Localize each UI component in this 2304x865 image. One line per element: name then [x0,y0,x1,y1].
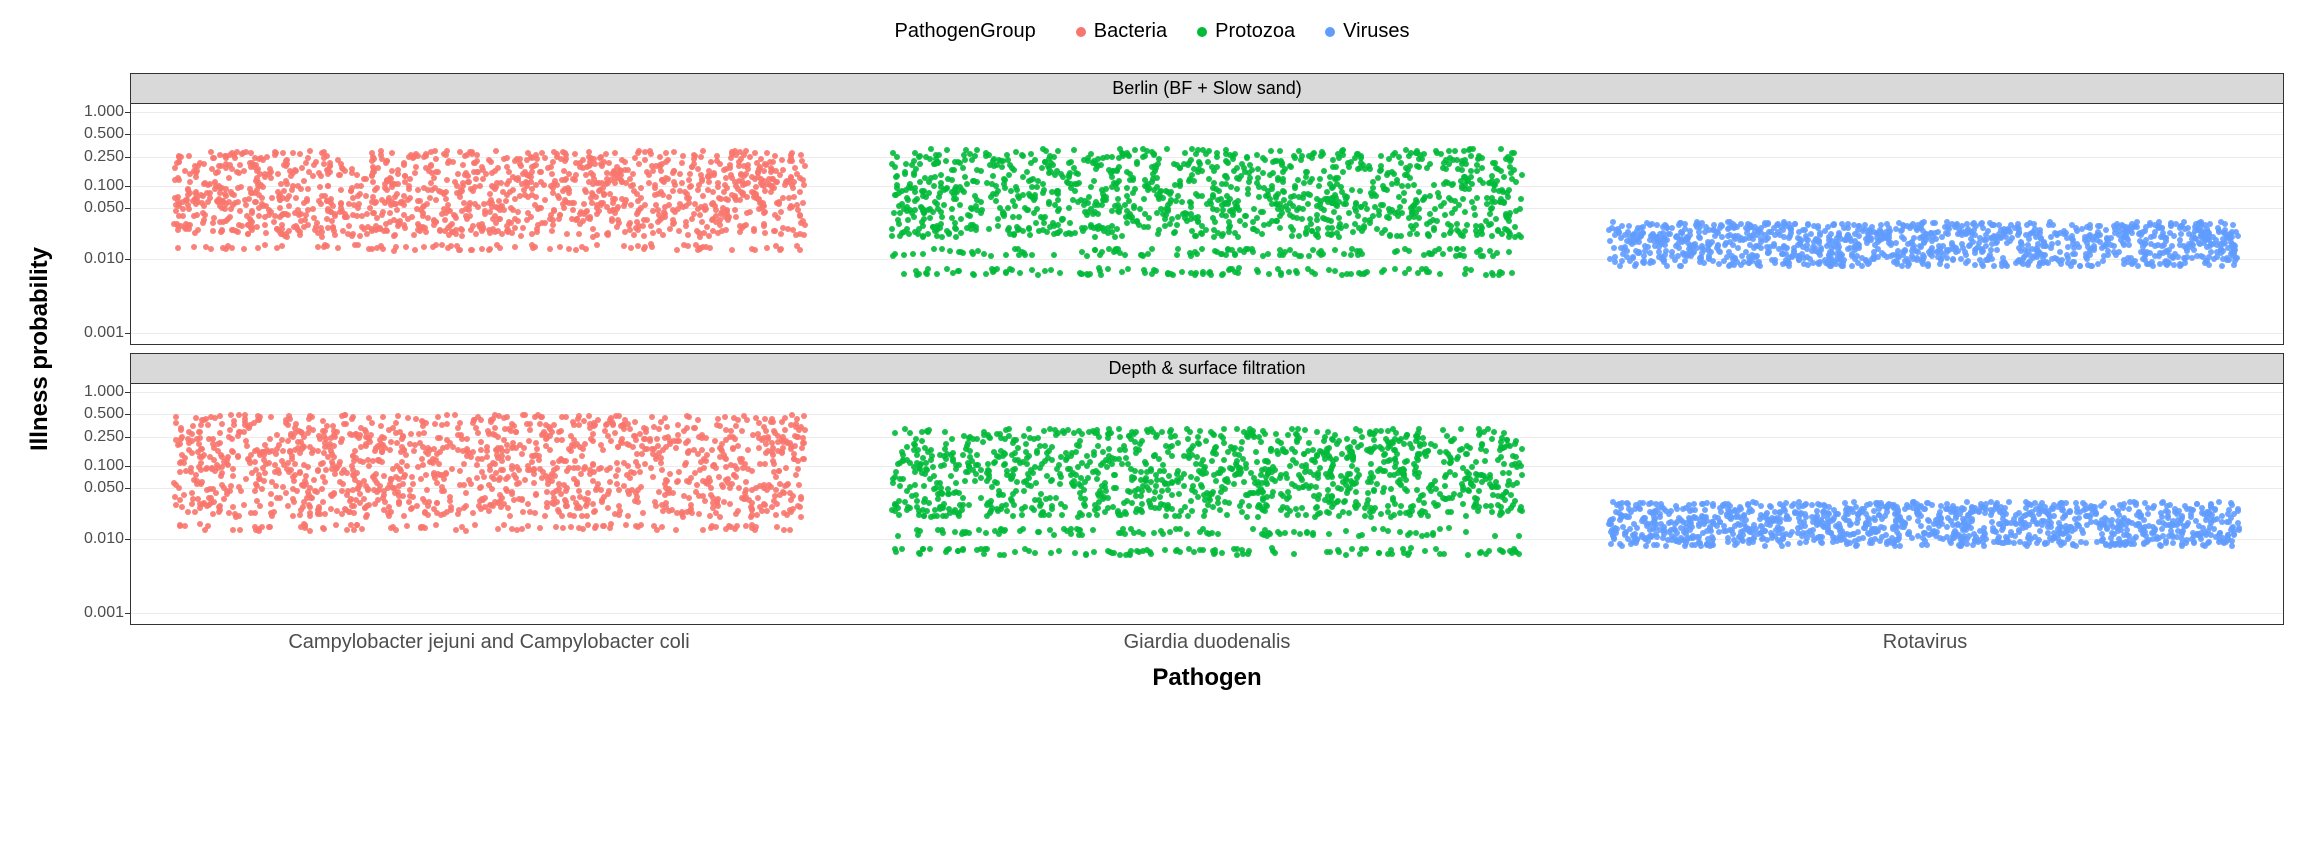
y-tick-label: 1.000 [84,383,124,401]
y-tick-label: 0.010 [84,530,124,548]
legend-label: Viruses [1343,20,1409,43]
facet-strip: Berlin (BF + Slow sand) [131,74,2283,104]
y-axis-label-container: Illness probability [20,73,60,625]
legend-title: PathogenGroup [895,20,1036,43]
y-tick-label: 0.050 [84,199,124,217]
y-tick-label: 0.010 [84,250,124,268]
y-tick-label: 1.000 [84,103,124,121]
legend-swatch-bacteria [1076,27,1086,37]
facet-panels: Berlin (BF + Slow sand) Depth & surface f… [130,73,2284,625]
legend-swatch-viruses [1325,27,1335,37]
facet-panel: Depth & surface filtration [130,353,2284,625]
legend-swatch-protozoa [1197,27,1207,37]
y-tick-label: 0.100 [84,457,124,475]
chart-container: PathogenGroup Bacteria Protozoa Viruses … [20,20,2284,692]
legend-item-viruses: Viruses [1325,20,1409,43]
legend: PathogenGroup Bacteria Protozoa Viruses [20,20,2284,43]
y-tick-label: 0.050 [84,479,124,497]
y-tick-label: 0.001 [84,604,124,622]
legend-label: Bacteria [1094,20,1167,43]
panel-body [131,104,2283,344]
y-tick-label: 0.250 [84,428,124,446]
x-axis: Campylobacter jejuni and Campylobacter c… [130,631,2284,654]
y-tick-label: 0.250 [84,148,124,166]
facet-strip: Depth & surface filtration [131,354,2283,384]
facet-panel: Berlin (BF + Slow sand) [130,73,2284,345]
x-tick-label: Rotavirus [1566,631,2284,654]
legend-label: Protozoa [1215,20,1295,43]
x-tick-label: Giardia duodenalis [848,631,1566,654]
y-axis-label: Illness probability [26,247,54,451]
legend-item-bacteria: Bacteria [1076,20,1167,43]
panel-body [131,384,2283,624]
y-tick-label: 0.001 [84,324,124,342]
y-tick-column: 0.001 0.010 0.050 0.100 0.250 0.500 1.000 0.001… [60,73,130,625]
y-tick-label: 0.500 [84,405,124,423]
y-tick-label: 0.100 [84,177,124,195]
x-axis-label: Pathogen [130,664,2284,692]
x-tick-label: Campylobacter jejuni and Campylobacter c… [130,631,848,654]
y-tick-label: 0.500 [84,125,124,143]
plot-area: Illness probability 0.001 0.010 0.050 0.100… [20,73,2284,625]
legend-item-protozoa: Protozoa [1197,20,1295,43]
